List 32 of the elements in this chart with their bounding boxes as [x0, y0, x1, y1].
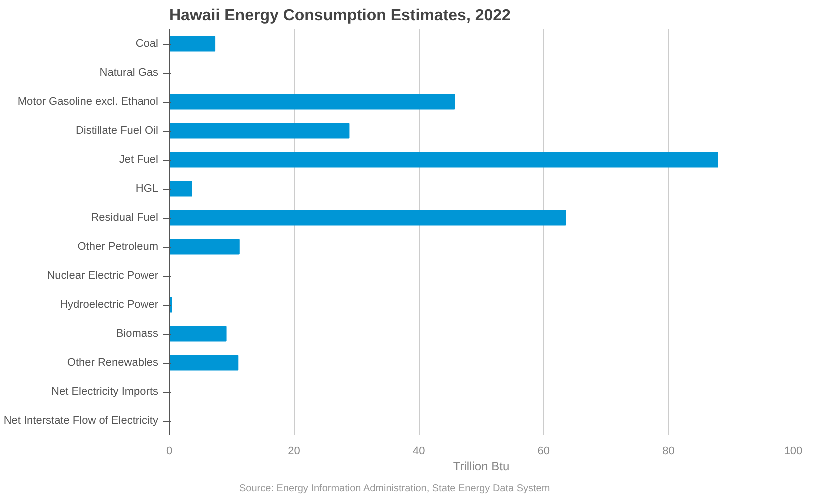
bar: [170, 326, 227, 342]
bar: [170, 239, 240, 255]
y-tick-label: Other Petroleum: [78, 241, 158, 253]
bar: [170, 94, 456, 110]
x-tick-label: 40: [412, 446, 426, 458]
bar: [170, 181, 192, 197]
y-tick-label: Hydroelectric Power: [60, 299, 159, 311]
x-tick-label: 20: [288, 446, 300, 458]
bar: [170, 152, 718, 168]
y-tick-label: Biomass: [116, 328, 159, 340]
y-tick-label: Jet Fuel: [119, 154, 159, 166]
bar: [170, 36, 216, 52]
source-note: Source: Energy Information Administration, State Energy Data System: [240, 484, 550, 494]
x-tick-label: 100: [784, 446, 803, 458]
y-tick-label: HGL: [136, 183, 159, 195]
bar: [170, 123, 350, 139]
y-tick-label: Coal: [136, 38, 158, 50]
y-tick-label: Motor Gasoline excl. Ethanol: [18, 96, 159, 108]
y-tick-label: Residual Fuel: [91, 212, 159, 224]
x-tick-label: 0: [166, 446, 173, 458]
y-tick-label: Nuclear Electric Power: [47, 270, 159, 282]
x-tick-label: 80: [662, 446, 675, 458]
y-tick-label: Net Interstate Flow of Electricity: [4, 415, 159, 427]
chart-title: Hawaii Energy Consumption Estimates, 2022: [170, 8, 512, 24]
y-tick-label: Net Electricity Imports: [52, 386, 159, 398]
x-tick-label: 60: [538, 446, 550, 458]
y-tick-label: Other Renewables: [67, 357, 159, 369]
y-tick-label: Natural Gas: [100, 67, 159, 79]
bar: [170, 355, 239, 371]
bar: [170, 210, 566, 226]
x-axis-title: Trillion Btu: [453, 460, 510, 474]
y-tick-label: Distillate Fuel Oil: [76, 125, 159, 137]
